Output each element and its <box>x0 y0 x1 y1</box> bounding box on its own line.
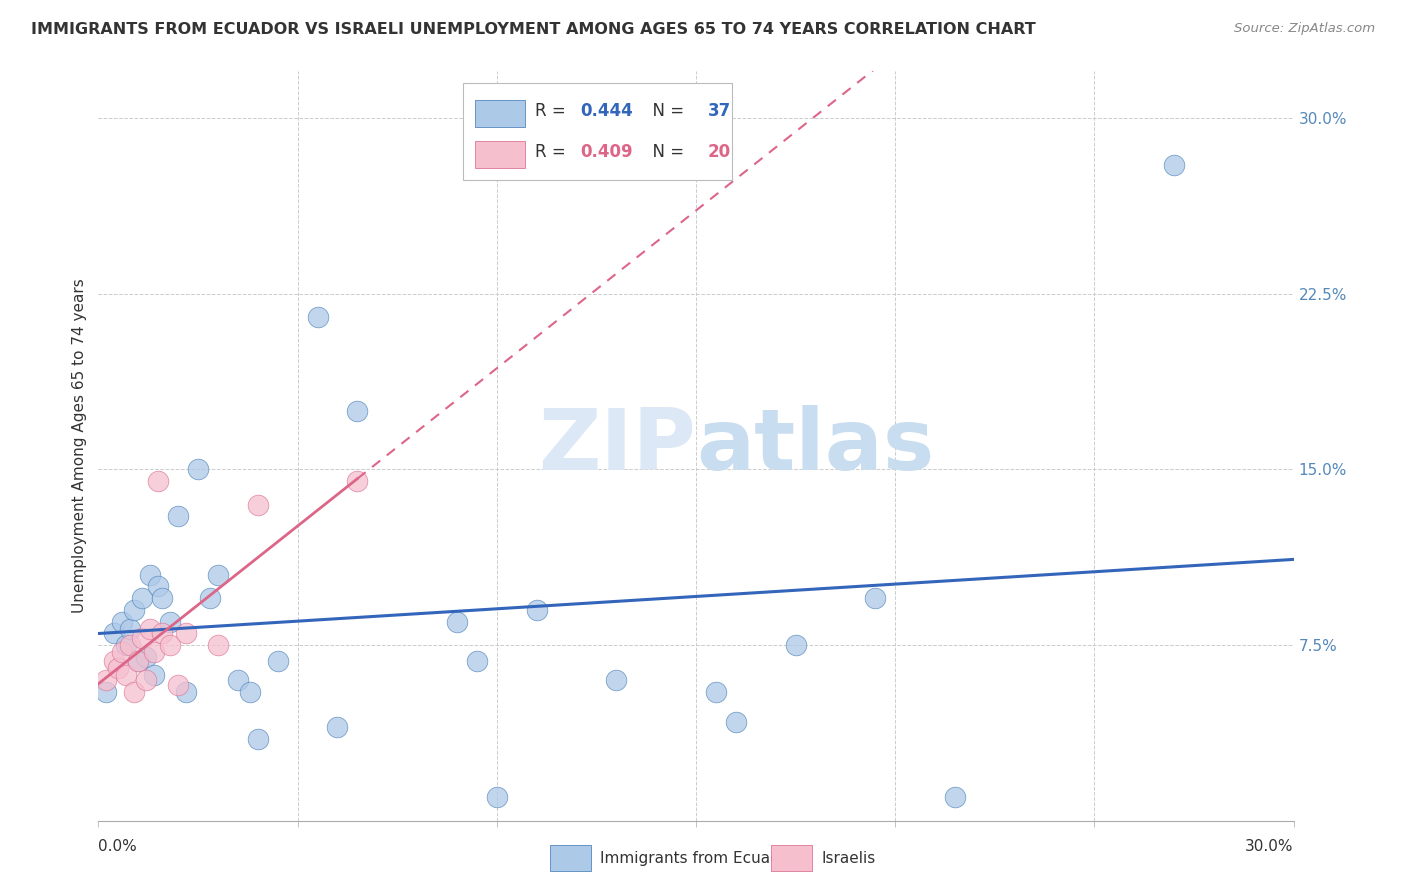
Text: 20: 20 <box>709 144 731 161</box>
Point <box>120 638 142 652</box>
Point <box>239 685 262 699</box>
Point <box>704 685 727 699</box>
Point <box>115 668 138 682</box>
Point <box>346 404 368 418</box>
Point <box>207 567 229 582</box>
Text: atlas: atlas <box>696 404 934 488</box>
Point <box>167 509 190 524</box>
Point <box>446 615 468 629</box>
Point <box>127 655 149 669</box>
Point <box>150 626 173 640</box>
Point <box>1163 158 1185 172</box>
Point <box>148 580 170 594</box>
FancyBboxPatch shape <box>475 141 524 168</box>
FancyBboxPatch shape <box>772 846 811 871</box>
Point <box>96 685 118 699</box>
Point <box>605 673 627 688</box>
Point <box>174 685 197 699</box>
Point <box>246 498 269 512</box>
Point <box>111 615 134 629</box>
Text: IMMIGRANTS FROM ECUADOR VS ISRAELI UNEMPLOYMENT AMONG AGES 65 TO 74 YEARS CORREL: IMMIGRANTS FROM ECUADOR VS ISRAELI UNEMP… <box>31 22 1036 37</box>
Text: 0.409: 0.409 <box>581 144 633 161</box>
Point <box>135 649 157 664</box>
Text: ZIP: ZIP <box>538 404 696 488</box>
Text: R =: R = <box>534 144 571 161</box>
Text: R =: R = <box>534 102 571 120</box>
Text: N =: N = <box>643 102 689 120</box>
Point <box>111 645 134 659</box>
Point <box>135 673 157 688</box>
Point <box>159 638 181 652</box>
Point <box>107 661 129 675</box>
Point <box>148 474 170 488</box>
Point <box>226 673 249 688</box>
Text: 0.0%: 0.0% <box>98 839 138 855</box>
Point <box>526 603 548 617</box>
Point <box>103 626 125 640</box>
Text: Source: ZipAtlas.com: Source: ZipAtlas.com <box>1234 22 1375 36</box>
Point <box>143 668 166 682</box>
Point <box>139 567 162 582</box>
Point <box>124 603 146 617</box>
Text: 0.444: 0.444 <box>581 102 633 120</box>
Point <box>131 591 153 606</box>
Point <box>198 591 221 606</box>
Point <box>187 462 209 476</box>
Point <box>143 645 166 659</box>
Point <box>139 622 162 636</box>
Point <box>174 626 197 640</box>
Text: 30.0%: 30.0% <box>1246 839 1294 855</box>
Point <box>865 591 887 606</box>
Point <box>127 655 149 669</box>
Point <box>167 678 190 692</box>
FancyBboxPatch shape <box>550 846 591 871</box>
FancyBboxPatch shape <box>475 100 524 127</box>
Point <box>246 731 269 746</box>
Y-axis label: Unemployment Among Ages 65 to 74 years: Unemployment Among Ages 65 to 74 years <box>72 278 87 614</box>
Point <box>943 790 966 805</box>
Point <box>150 591 173 606</box>
Point <box>207 638 229 652</box>
Text: Israelis: Israelis <box>821 851 876 865</box>
FancyBboxPatch shape <box>463 83 733 180</box>
Point <box>326 720 349 734</box>
Point <box>96 673 118 688</box>
Point <box>346 474 368 488</box>
Point <box>724 715 747 730</box>
Point <box>131 631 153 645</box>
Point <box>159 615 181 629</box>
Point <box>465 655 488 669</box>
Point <box>120 622 142 636</box>
Text: N =: N = <box>643 144 689 161</box>
Point <box>785 638 807 652</box>
Point <box>124 685 146 699</box>
Point <box>307 310 329 325</box>
Point <box>267 655 290 669</box>
Point <box>115 638 138 652</box>
Text: 37: 37 <box>709 102 731 120</box>
Point <box>103 655 125 669</box>
Point <box>485 790 508 805</box>
Text: Immigrants from Ecuador: Immigrants from Ecuador <box>600 851 796 865</box>
